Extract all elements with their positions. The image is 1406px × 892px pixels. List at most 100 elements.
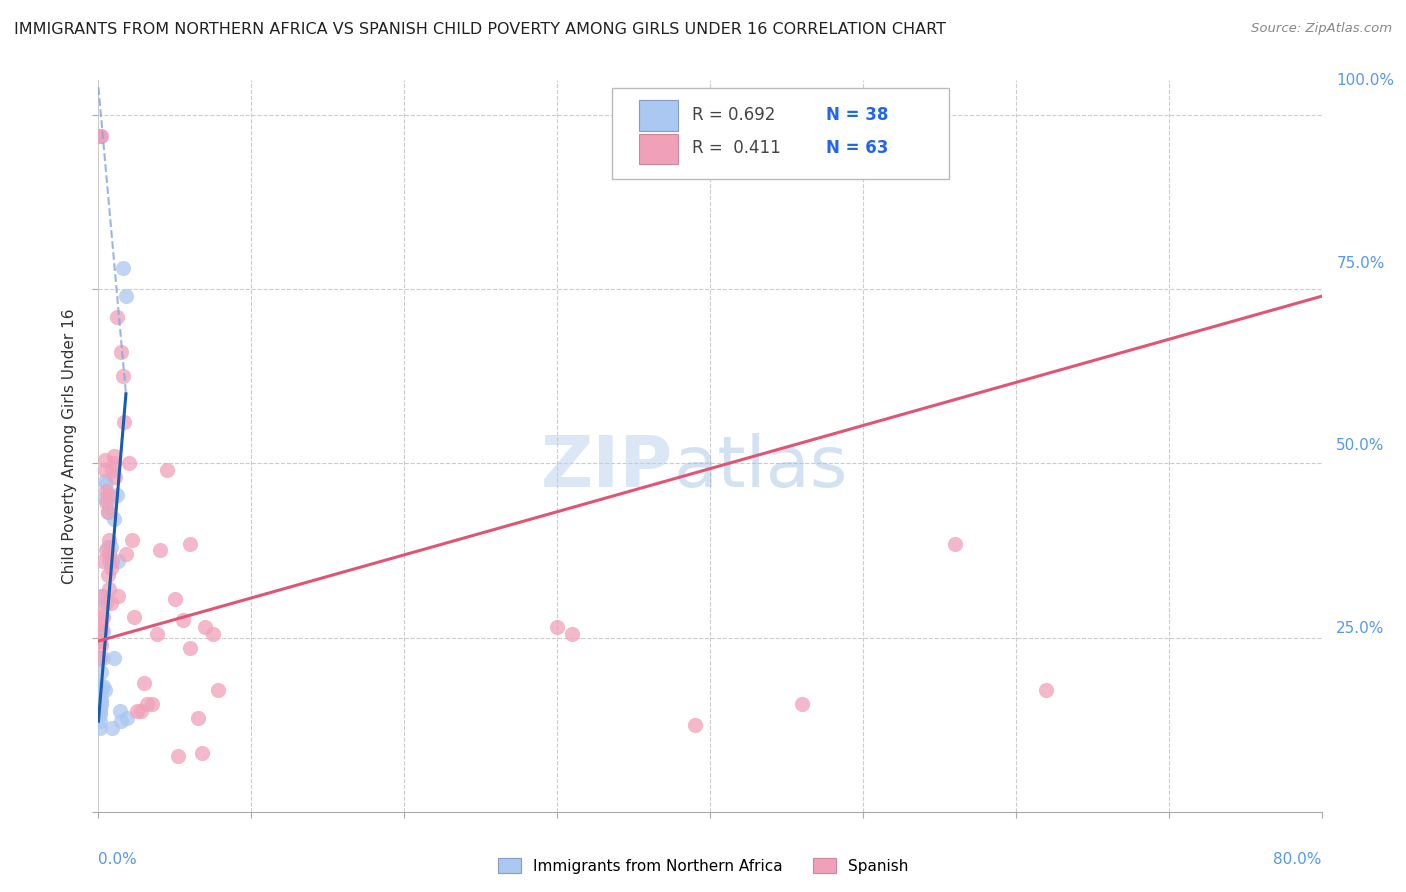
Point: [91, 609, 114, 624]
Point: [100, 596, 122, 610]
Point: [97, 505, 120, 519]
Point: [141, 697, 163, 711]
Point: [546, 620, 568, 634]
Point: [91, 679, 114, 693]
Point: [91, 624, 114, 638]
Point: [107, 554, 129, 568]
Point: [89, 693, 111, 707]
Legend: Immigrants from Northern Africa, Spanish: Immigrants from Northern Africa, Spanish: [492, 852, 914, 880]
Point: [90, 589, 112, 603]
Point: [125, 704, 148, 718]
FancyBboxPatch shape: [612, 87, 949, 179]
Point: [89, 714, 111, 728]
Point: [89, 603, 111, 617]
Point: [103, 651, 125, 665]
Point: [89, 700, 111, 714]
Point: [105, 488, 128, 502]
Point: [103, 457, 125, 471]
Point: [98, 554, 121, 568]
Point: [202, 627, 225, 641]
Point: [561, 627, 583, 641]
Text: atlas: atlas: [673, 434, 848, 502]
Point: [121, 533, 143, 547]
Point: [90, 638, 112, 652]
Point: [89, 690, 111, 704]
Text: R = 0.692: R = 0.692: [692, 105, 775, 124]
Point: [89, 697, 111, 711]
Text: 0.0%: 0.0%: [98, 852, 138, 867]
Point: [89, 686, 111, 700]
Point: [156, 463, 179, 477]
Point: [683, 717, 706, 731]
Point: [101, 721, 124, 735]
Point: [187, 711, 209, 725]
Point: [115, 547, 138, 561]
Point: [90, 665, 112, 680]
Point: [89, 679, 111, 693]
Text: 100.0%: 100.0%: [1336, 73, 1395, 87]
Point: [103, 512, 125, 526]
Point: [98, 547, 121, 561]
Point: [100, 540, 122, 554]
Point: [94, 543, 117, 558]
Point: [117, 711, 139, 725]
Point: [90, 624, 112, 638]
Bar: [640, 134, 678, 164]
Point: [943, 536, 966, 550]
Point: [94, 596, 117, 610]
Point: [98, 498, 121, 512]
Point: [93, 463, 115, 477]
Point: [97, 505, 120, 519]
Point: [112, 415, 135, 429]
Point: [108, 704, 131, 718]
Point: [90, 693, 112, 707]
Point: [98, 488, 121, 502]
Point: [115, 289, 138, 303]
Point: [93, 682, 115, 697]
Bar: [640, 100, 678, 131]
Point: [136, 697, 159, 711]
Point: [90, 697, 112, 711]
Point: [100, 561, 122, 575]
Text: 50.0%: 50.0%: [1336, 439, 1385, 453]
Point: [93, 491, 115, 506]
Point: [104, 470, 127, 484]
Point: [129, 704, 152, 718]
Point: [89, 721, 111, 735]
Point: [89, 704, 111, 718]
Point: [149, 543, 172, 558]
Point: [98, 533, 121, 547]
Point: [172, 613, 194, 627]
Point: [790, 697, 813, 711]
Point: [179, 536, 201, 550]
Point: [94, 484, 117, 499]
Point: [167, 749, 190, 764]
Point: [110, 714, 132, 728]
Point: [97, 540, 120, 554]
Point: [191, 746, 214, 760]
Point: [194, 620, 217, 634]
Point: [111, 261, 134, 276]
Text: N = 63: N = 63: [827, 139, 889, 157]
Point: [90, 128, 112, 143]
Point: [94, 477, 117, 491]
Text: ZIP: ZIP: [541, 434, 673, 502]
Point: [89, 634, 111, 648]
Point: [122, 609, 145, 624]
Point: [98, 582, 121, 596]
Point: [118, 457, 141, 471]
Text: R =  0.411: R = 0.411: [692, 139, 780, 157]
Point: [101, 554, 124, 568]
Text: 25.0%: 25.0%: [1336, 622, 1385, 636]
Point: [97, 567, 120, 582]
Point: [91, 554, 114, 568]
Text: N = 38: N = 38: [827, 105, 889, 124]
Point: [91, 651, 114, 665]
Point: [91, 589, 114, 603]
Point: [207, 682, 229, 697]
Point: [90, 682, 112, 697]
Point: [89, 128, 111, 143]
Point: [94, 494, 117, 508]
Text: 80.0%: 80.0%: [1274, 852, 1322, 867]
Point: [1035, 682, 1057, 697]
